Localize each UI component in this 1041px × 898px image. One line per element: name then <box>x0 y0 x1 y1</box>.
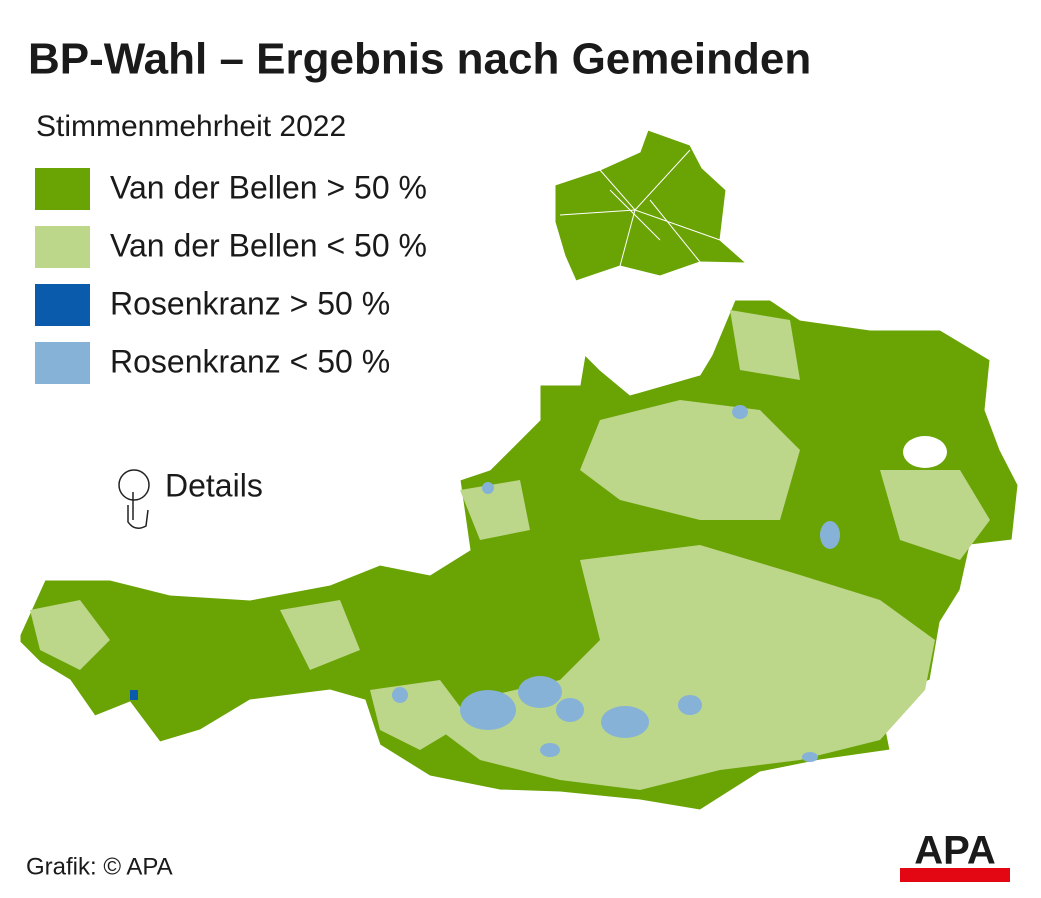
region <box>440 545 935 790</box>
region <box>30 600 110 670</box>
region <box>460 480 530 540</box>
vienna-gap <box>903 436 947 468</box>
region <box>556 698 584 722</box>
legend-label: Rosenkranz < 50 % <box>110 343 390 379</box>
details-label[interactable]: Details <box>165 467 263 503</box>
rosenkranz-above-50-area <box>130 690 138 700</box>
legend-swatch <box>35 342 90 384</box>
rosenkranz-below-50-areas <box>392 405 840 762</box>
region <box>460 690 516 730</box>
region <box>880 470 990 560</box>
vdb-below-50-areas <box>30 310 990 790</box>
region <box>732 405 748 419</box>
region <box>580 400 800 520</box>
legend-swatch <box>35 226 90 268</box>
legend: Van der Bellen > 50 % Van der Bellen < 50… <box>35 168 427 384</box>
logo-bar <box>900 868 1010 882</box>
vienna-inset <box>554 129 748 282</box>
region <box>280 600 360 670</box>
region <box>820 521 840 549</box>
legend-label: Van der Bellen < 50 % <box>110 227 427 263</box>
region <box>518 676 562 708</box>
region <box>601 706 649 738</box>
region <box>392 687 408 703</box>
legend-swatch <box>35 168 90 210</box>
legend-label: Van der Bellen > 50 % <box>110 169 427 205</box>
hand-icon[interactable] <box>127 492 149 529</box>
vienna-shape <box>554 129 748 282</box>
region <box>482 482 494 494</box>
subtitle: Stimmenmehrheit 2022 <box>36 110 346 143</box>
region <box>678 695 702 715</box>
austria-map <box>19 299 1019 811</box>
logo-text: APA <box>914 829 995 873</box>
title: BP-Wahl – Ergebnis nach Gemeinden <box>28 35 811 84</box>
region <box>540 743 560 757</box>
details-button[interactable]: Details <box>118 467 263 529</box>
apa-logo: APA <box>900 829 1010 882</box>
details-icon[interactable] <box>118 469 150 501</box>
source: Grafik: © APA <box>26 853 173 880</box>
vienna-districts <box>559 149 721 267</box>
region <box>730 310 800 380</box>
legend-label: Rosenkranz > 50 % <box>110 285 390 321</box>
legend-swatch <box>35 284 90 326</box>
region <box>802 752 818 762</box>
